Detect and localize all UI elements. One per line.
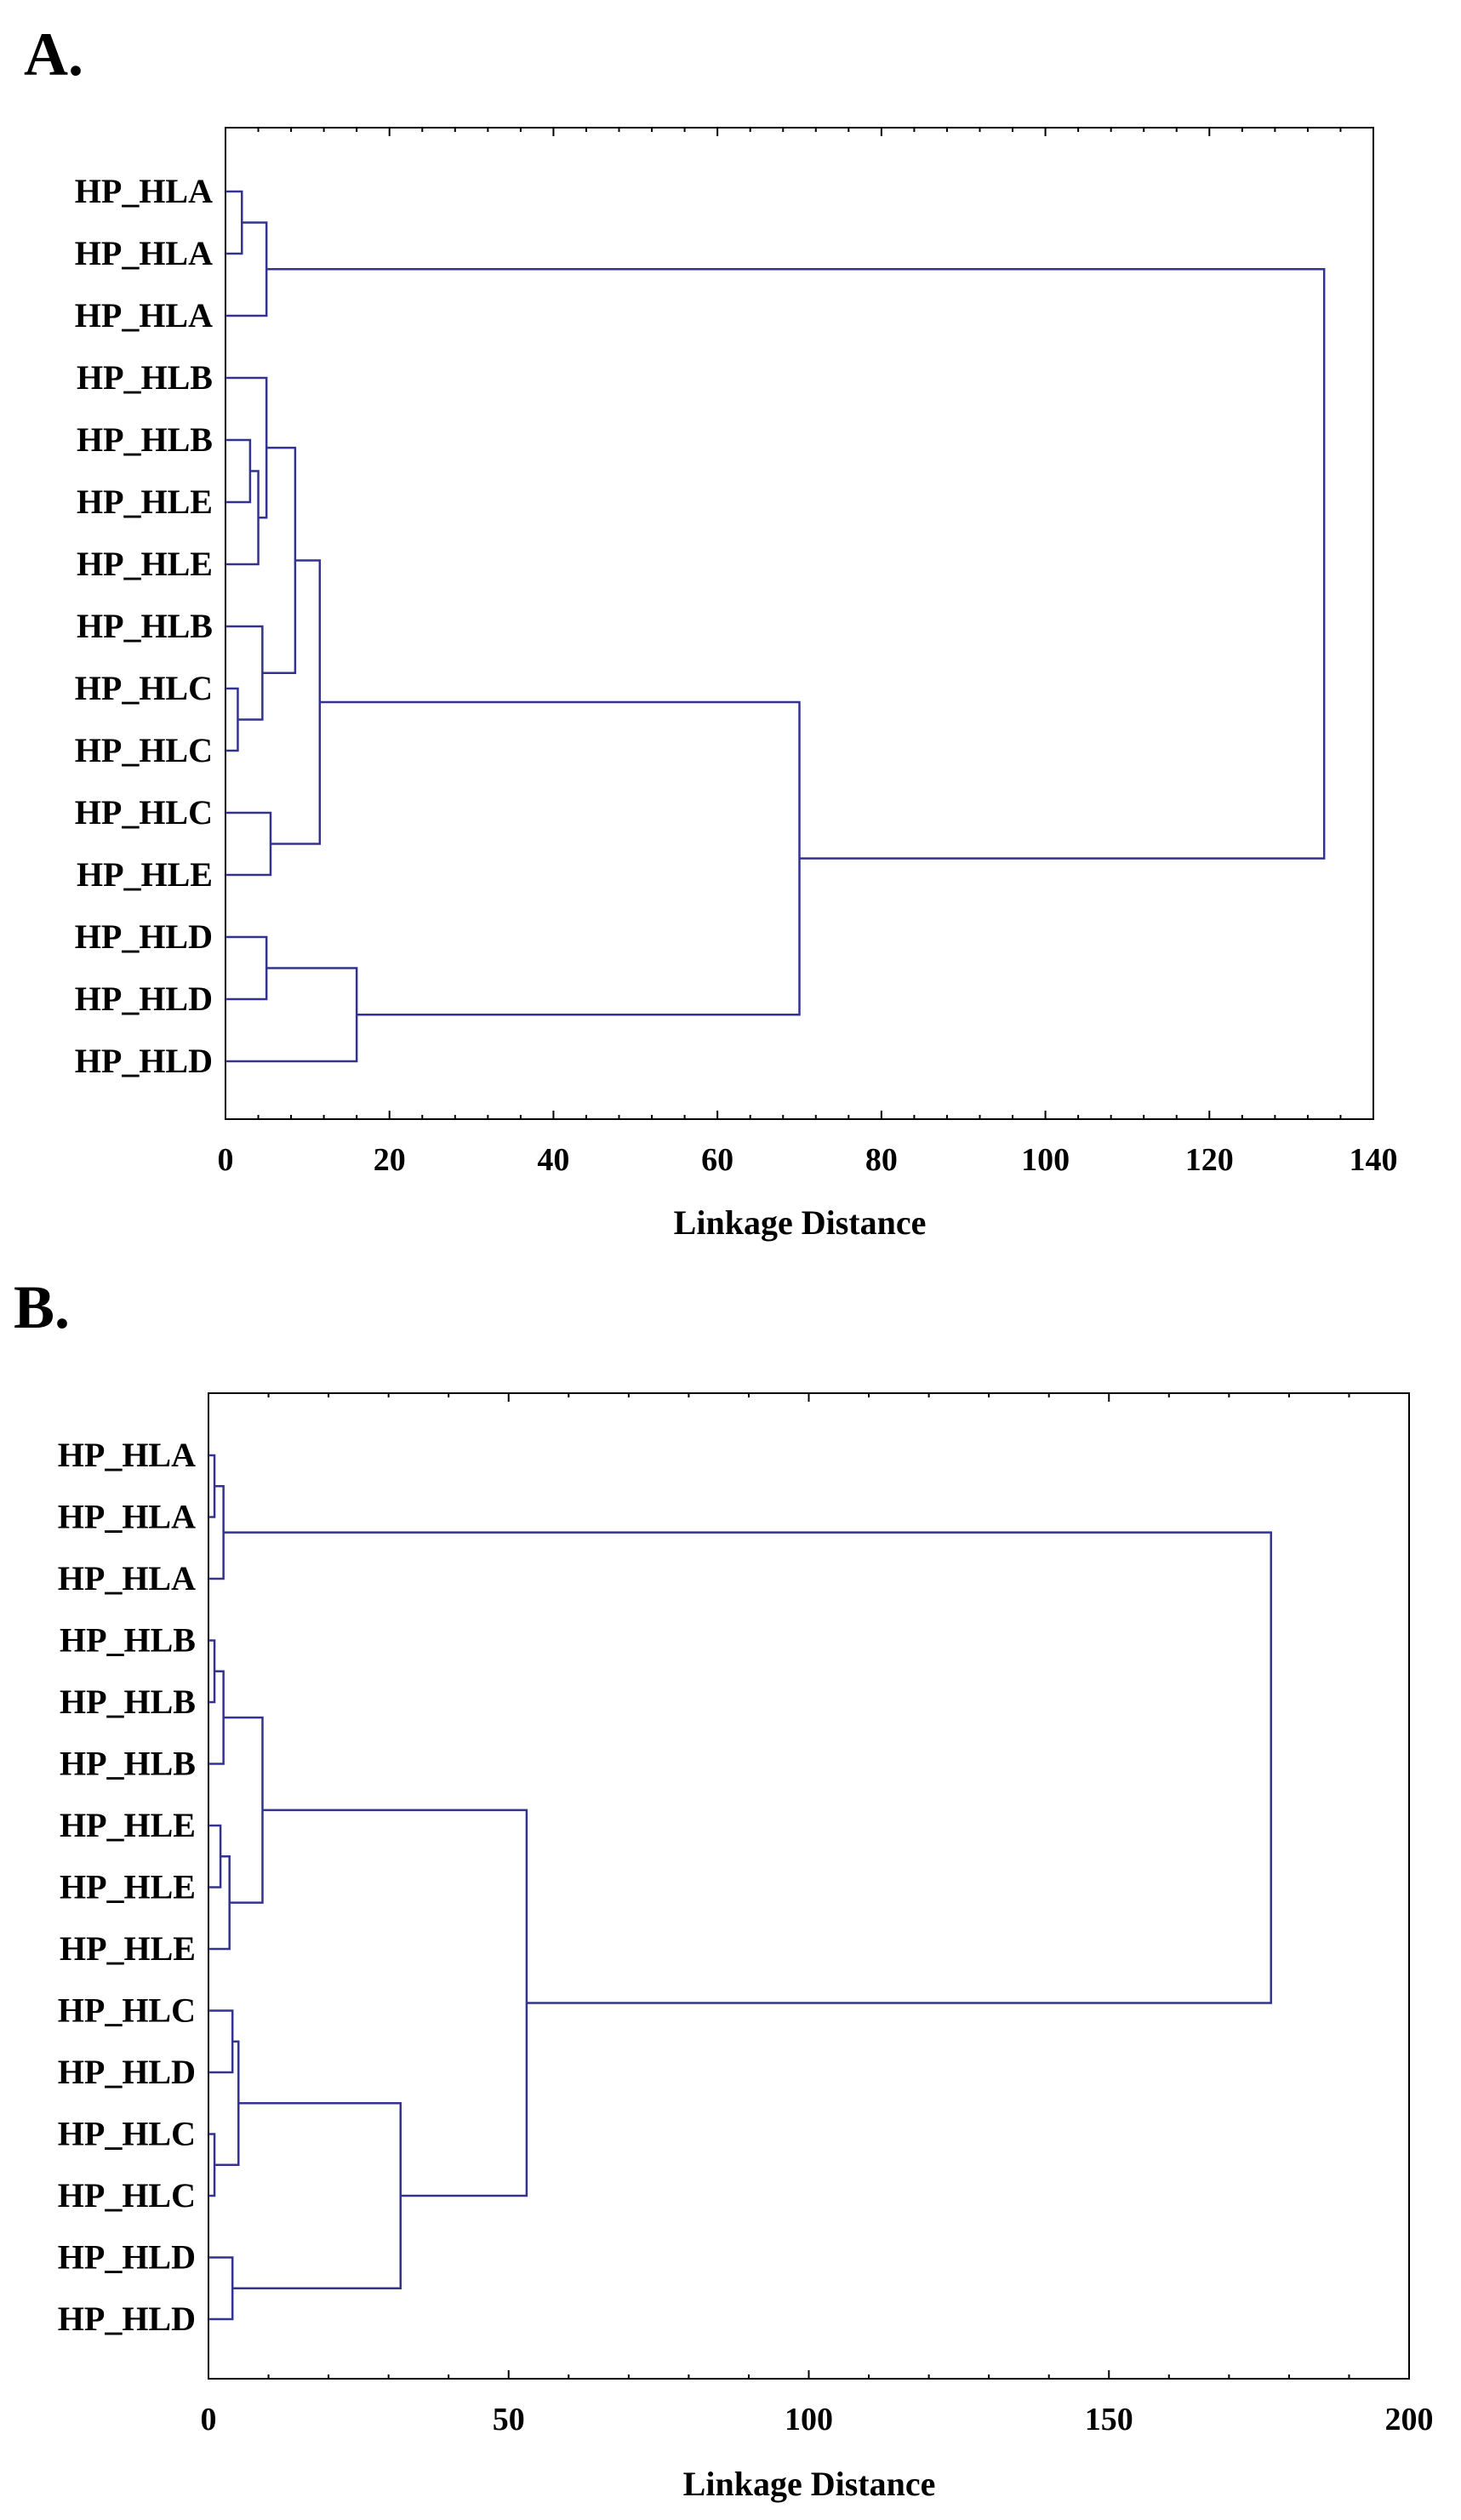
leaf-label: HP_HLC — [58, 2176, 196, 2214]
leaf-label: HP_HLC — [75, 793, 213, 831]
leaf-label: HP_HLC — [58, 1991, 196, 2030]
leaf-label: HP_HLA — [75, 296, 213, 334]
plot-frame — [225, 127, 1374, 1120]
x-axis-label: Linkage Distance — [674, 1203, 927, 1242]
panel-b-dendrogram: B. 0 50 100 150 200 HP_HLA HP_HLA HP_HLA HP_HLB HP… — [14, 1273, 1434, 2503]
leaf-label: HP_HLE — [60, 1868, 196, 1906]
leaf-label: HP_HLA — [58, 1498, 196, 1536]
leaf-label: HP_HLA — [75, 172, 213, 210]
x-tick-label: 20 — [374, 1142, 406, 1178]
leaf-label: HP_HLE — [77, 545, 213, 583]
leaf-label: HP_HLD — [58, 2053, 196, 2091]
leaf-label: HP_HLD — [75, 980, 213, 1018]
leaf-label: HP_HLB — [60, 1683, 196, 1721]
leaf-label: HP_HLA — [58, 1436, 196, 1474]
x-tick-label: 40 — [537, 1142, 569, 1178]
leaf-label: HP_HLB — [77, 420, 213, 459]
leaf-label: HP_HLB — [77, 358, 213, 397]
x-tick-label: 200 — [1385, 2402, 1434, 2437]
dendrogram-link — [225, 811, 272, 877]
x-tick-label: 120 — [1185, 1142, 1234, 1178]
x-tick-label: 60 — [701, 1142, 733, 1178]
leaf-label: HP_HLC — [75, 731, 213, 769]
x-tick-label: 0 — [218, 1142, 234, 1178]
leaf-label: HP_HLD — [75, 1042, 213, 1080]
x-tick-label: 100 — [1021, 1142, 1070, 1178]
x-tick-label: 80 — [865, 1142, 898, 1178]
dendrogram-link — [225, 967, 358, 1063]
x-tick-label: 50 — [493, 2402, 525, 2437]
leaf-label: HP_HLD — [75, 917, 213, 956]
leaf-label: HP_HLB — [77, 607, 213, 645]
x-tick-label: 100 — [785, 2402, 833, 2437]
panel-a-dendrogram: A. 0 20 40 60 80 100 120 140 HP_HLA HP_HLA HP_HLA HP… — [24, 20, 1398, 1242]
leaf-label: HP_HLA — [58, 1559, 196, 1597]
leaf-label: HP_HLA — [75, 234, 213, 272]
x-tick-label: 140 — [1350, 1142, 1398, 1178]
dendrogram-link — [223, 1531, 1272, 2004]
x-tick-label: 150 — [1085, 2402, 1133, 2437]
leaf-label: HP_HLB — [60, 1745, 196, 1783]
leaf-label: HP_HLE — [60, 1929, 196, 1968]
x-tick-label: 0 — [201, 2402, 217, 2437]
x-axis-label: Linkage Distance — [683, 2465, 936, 2503]
leaf-label: HP_HLE — [77, 855, 213, 894]
leaf-label: HP_HLC — [58, 2115, 196, 2153]
dendrogram-link — [266, 268, 1326, 860]
dendrogram-link — [225, 190, 243, 255]
panel-label: B. — [14, 1273, 70, 1341]
leaf-label: HP_HLD — [58, 2300, 196, 2338]
leaf-label: HP_HLB — [60, 1621, 196, 1660]
dendrogram-link — [225, 438, 252, 504]
leaf-label: HP_HLE — [60, 1806, 196, 1844]
leaf-label: HP_HLE — [77, 483, 213, 521]
leaf-label: HP_HLC — [75, 669, 213, 707]
panel-label: A. — [24, 20, 83, 89]
leaf-label: HP_HLD — [58, 2238, 196, 2277]
